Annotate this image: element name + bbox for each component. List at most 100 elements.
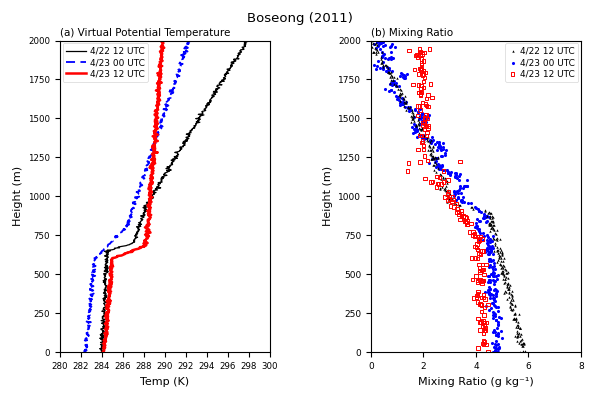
4/23 00 UTC [415,115,424,122]
4/22 12 UTC [512,334,522,341]
4/23 00 UTC [470,224,480,230]
4/22 12 UTC [480,207,490,214]
4/23 12 UTC [414,70,423,77]
4/23 00 UTC [436,165,446,172]
4/23 12 UTC [456,207,466,214]
4/23 00 UTC [384,68,394,75]
4/23 00 UTC [449,192,459,199]
4/23 00 UTC [417,110,426,116]
4/22 12 UTC [491,235,500,242]
4/23 12 UTC [477,309,486,315]
4/23 00 UTC [485,238,494,244]
4/23 00 UTC [409,126,419,132]
4/23 00 UTC [443,169,453,176]
4/23 00 UTC [416,121,425,128]
4/23 00 UTC [479,230,488,236]
4/23 00 UTC [479,211,489,217]
4/23 12 UTC [409,81,418,88]
4/22 12 UTC [449,200,459,207]
4/22 12 UTC [510,314,519,321]
4/22 12 UTC [368,49,378,55]
4/23 12 UTC [413,112,423,119]
4/23 12 UTC [474,264,484,271]
4/23 00 UTC [440,152,450,159]
4/23 00 UTC [388,55,398,62]
4/23 00 UTC [471,204,481,211]
4/23 12 UTC [470,232,479,238]
4/23 00 UTC [488,292,497,298]
4/22 12 UTC [162,166,170,171]
4/23 00 UTC [395,100,405,107]
4/22 12 UTC [500,289,509,296]
4/23 00 UTC [493,333,503,339]
4/23 00 UTC [482,213,492,220]
4/23 00 UTC [488,270,498,276]
4/23 00 UTC [487,300,497,306]
4/22 12 UTC [496,261,506,268]
4/22 12 UTC [425,143,434,149]
X-axis label: Temp (K): Temp (K) [140,377,189,387]
4/23 00 UTC [480,247,490,254]
4/23 00 UTC [489,273,499,279]
4/23 12 UTC [470,243,480,249]
4/22 12 UTC [498,268,508,274]
4/23 00 UTC [415,121,425,128]
4/22 12 UTC [498,264,508,271]
4/23 00 UTC [427,134,437,140]
Text: (b) Mixing Ratio: (b) Mixing Ratio [371,28,453,38]
4/22 12 UTC [406,112,416,119]
4/23 00 UTC [486,247,496,254]
4/23 00 UTC [386,56,395,62]
4/23 12 UTC [415,107,425,113]
4/23 00 UTC [453,195,463,201]
4/23 00 UTC [437,162,447,168]
4/23 12 UTC [414,90,423,96]
4/22 12 UTC [426,137,435,144]
4/22 12 UTC [512,322,521,328]
4/23 00 UTC [454,187,464,193]
4/23 00 UTC [416,113,425,119]
4/22 12 UTC [503,286,513,292]
4/22 12 UTC [515,330,524,336]
4/23 00 UTC [492,292,501,299]
4/22 12 UTC [492,248,501,254]
4/23 12 UTC [462,221,472,228]
4/23 00 UTC [426,140,436,147]
4/23 12 UTC [478,277,488,284]
4/23 12 UTC [478,266,488,273]
4/23 00 UTC [401,104,410,111]
4/23 00 UTC [494,308,503,315]
4/22 12 UTC [444,192,453,198]
4/22 12 UTC [516,330,526,337]
4/22 12 UTC [486,220,495,226]
4/23 12 UTC [481,325,491,331]
4/22 12 UTC [441,192,451,198]
4/23 12 UTC [472,292,482,298]
4/23 00 UTC [449,192,459,199]
4/23 12 UTC [151,142,158,147]
Line: 4/23 12 UTC: 4/23 12 UTC [103,40,164,352]
4/23 00 UTC [491,337,501,344]
4/23 00 UTC [441,147,450,153]
4/23 00 UTC [417,118,426,125]
4/23 00 UTC [443,169,453,175]
4/23 12 UTC [477,236,487,242]
4/23 00 UTC [474,228,483,234]
4/23 00 UTC [455,171,464,177]
4/23 12 UTC [438,168,448,174]
4/22 12 UTC [503,286,513,292]
4/22 12 UTC [516,337,525,344]
4/23 00 UTC [430,158,440,165]
4/23 12 UTC [432,173,442,179]
4/22 12 UTC [489,226,499,233]
4/23 00 UTC [409,121,419,127]
4/23 00 UTC [488,312,497,318]
4/23 00 UTC [493,304,503,310]
4/23 00 UTC [484,245,494,252]
4/22 12 UTC [515,333,525,339]
4/23 00 UTC [387,68,397,74]
4/23 12 UTC [481,262,491,268]
4/23 00 UTC [482,213,491,220]
4/22 12 UTC [429,155,439,162]
4/22 12 UTC [195,115,202,120]
